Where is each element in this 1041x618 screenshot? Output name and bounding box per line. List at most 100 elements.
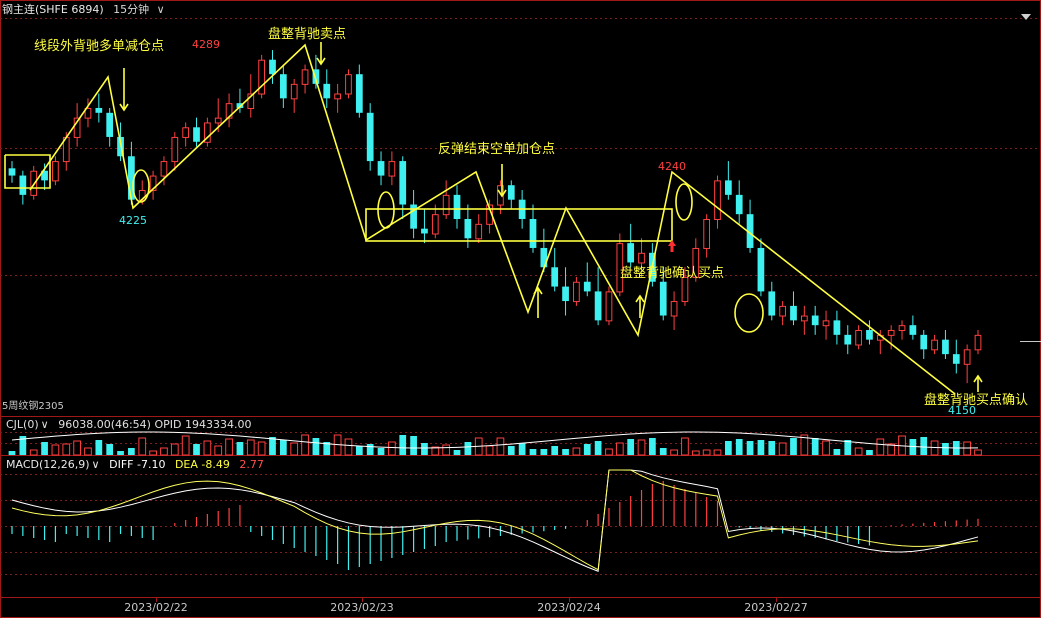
volume-bar (778, 442, 787, 456)
volume-bar (160, 447, 168, 456)
volume-bar (312, 438, 320, 455)
volume-bar (84, 447, 92, 456)
candle-down (909, 325, 917, 335)
volume-bar (507, 446, 515, 455)
volume-chevron-icon[interactable]: ∨ (40, 418, 49, 431)
candle-down (312, 69, 320, 84)
volume-bar (399, 435, 407, 455)
candle-down (410, 204, 417, 229)
period-label[interactable]: 15分钟 (113, 3, 150, 16)
candle-up (52, 161, 59, 182)
volume-bar (442, 444, 451, 456)
volume-bar (344, 438, 353, 456)
candle-down (790, 305, 797, 321)
candle-up (898, 325, 906, 332)
volume-bar (355, 446, 363, 455)
volume-bar (106, 444, 114, 455)
volume-bar (551, 446, 559, 455)
date-label: 2023/02/22 (124, 601, 187, 614)
candle-up (258, 59, 266, 95)
candle-down (811, 315, 819, 326)
candle-up (974, 334, 982, 351)
candle-down (583, 281, 591, 292)
volume-bar (670, 449, 678, 456)
volume-bar (920, 437, 928, 455)
trend-segment-line (29, 43, 956, 395)
volume-bar (746, 441, 754, 455)
candle-up (225, 103, 233, 119)
bottom-contract-label: 5周纹钢2305 (2, 401, 64, 412)
buy-arrow-icon (973, 374, 983, 383)
date-label: 2023/02/23 (330, 601, 393, 614)
candle-down (377, 161, 385, 176)
volume-bar (51, 444, 60, 456)
price-label-low: 4225 (119, 214, 147, 227)
consolidation-box (4, 154, 51, 189)
annotation-label: 盘整背驰确认买点 (620, 265, 724, 281)
volume-bar (214, 445, 223, 456)
volume-bar (453, 450, 461, 455)
candle-down (735, 194, 743, 215)
volume-bar (95, 440, 103, 455)
volume-bar (866, 450, 873, 455)
candle-down (627, 243, 635, 263)
volume-bar (735, 439, 743, 455)
volume-bar (594, 441, 602, 455)
candle-down (952, 354, 960, 364)
macd-chevron-icon[interactable]: ∨ (91, 458, 100, 471)
volume-bar (301, 434, 309, 456)
candle-up (681, 276, 689, 303)
candle-up (149, 175, 157, 192)
candle-up (855, 330, 862, 346)
candle-down (920, 334, 928, 350)
annotation-label: 盘整背驰买点确认 (924, 392, 1028, 408)
candle-up (714, 180, 721, 221)
candle-up (290, 83, 298, 100)
volume-bar (431, 446, 440, 456)
volume-bar (388, 441, 396, 456)
volume-panel-header: CJL(0) ∨ 96038.00(46:54) OPID 1943334.00 (6, 418, 251, 432)
candle-up (963, 349, 971, 365)
candle-down (106, 112, 114, 137)
sell-arrow-icon (316, 57, 326, 66)
macd-indicator-name[interactable]: MACD(12,26,9) (6, 458, 90, 471)
volume-bar (942, 443, 949, 455)
volume-bar (649, 438, 656, 455)
symbol-label[interactable]: 钢主连(SHFE 6894) (2, 3, 104, 16)
volume-bar (496, 437, 505, 456)
candle-down (529, 219, 537, 248)
volume-bar (876, 438, 885, 456)
macd-panel-header: MACD(12,26,9) ∨ DIFF -7.10 DEA -8.49 2.77 (6, 458, 264, 472)
candle-up (171, 136, 179, 163)
candle-down (464, 219, 472, 239)
macd-dea-line (11, 469, 979, 571)
candle-up (160, 161, 168, 177)
volume-bar (963, 441, 972, 456)
candle-up (800, 315, 808, 322)
annotation-label: 盘整背驰卖点 (268, 26, 346, 42)
volume-bar (833, 449, 841, 455)
volume-bar (811, 438, 819, 455)
divergence-circle (734, 293, 764, 333)
chart-header: 钢主连(SHFE 6894) 15分钟 ∨ (2, 2, 165, 18)
volume-bar (279, 440, 287, 455)
candle-down (399, 161, 407, 205)
volume-indicator-name[interactable]: CJL(0) (6, 418, 39, 431)
volume-bar (421, 443, 428, 455)
volume-bar (62, 443, 71, 456)
volume-bar (117, 451, 124, 455)
period-chevron-icon[interactable]: ∨ (156, 3, 165, 16)
volume-bar (854, 447, 863, 456)
candle-up (204, 122, 211, 143)
sell-arrow-icon (119, 103, 129, 112)
volume-bar (269, 437, 276, 455)
volume-bar (529, 449, 537, 455)
collapse-triangle-icon[interactable] (1021, 14, 1031, 20)
macd-value: 2.77 (239, 458, 264, 471)
volume-bar (19, 436, 27, 455)
candle-down (279, 74, 287, 99)
candle-down (833, 320, 841, 335)
volume-bar (29, 449, 38, 456)
